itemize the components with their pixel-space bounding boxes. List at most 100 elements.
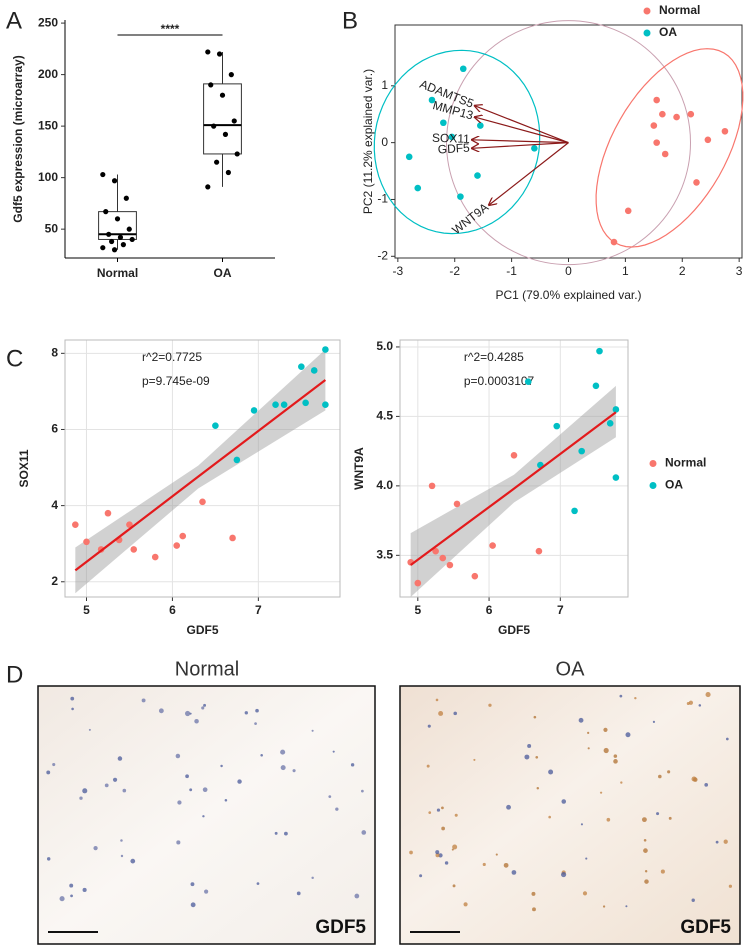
y-axis-label: PC2 (11.2% explained var.) <box>361 69 375 214</box>
cell-speck <box>284 831 288 836</box>
cell-speck <box>185 774 189 779</box>
cell-speck <box>620 781 623 784</box>
cell-speck <box>175 753 181 759</box>
cell-speck <box>578 717 584 723</box>
cell-speck <box>280 765 286 771</box>
data-point <box>117 234 124 240</box>
cell-speck <box>104 783 109 788</box>
data-point <box>104 509 112 517</box>
data-point <box>453 500 461 508</box>
loading-arrow <box>472 140 569 143</box>
cell-speck <box>619 694 623 698</box>
cell-speck <box>409 850 413 855</box>
cell-speck <box>224 798 228 802</box>
y-tick-label: 4.0 <box>376 478 393 492</box>
x-axis-label: GDF5 <box>186 623 218 637</box>
panel-letter: B <box>342 7 358 34</box>
cell-speck <box>335 807 339 811</box>
data-point <box>474 172 481 179</box>
y-tick-label: 100 <box>38 170 58 184</box>
x-tick-label: 1 <box>622 264 629 278</box>
data-point <box>624 207 632 215</box>
data-point <box>659 110 666 118</box>
cell-speck <box>52 762 56 767</box>
data-point <box>704 136 712 144</box>
data-point <box>673 113 680 121</box>
cell-speck <box>117 756 123 761</box>
cell-speck <box>658 774 662 779</box>
cell-speck <box>190 882 195 887</box>
cell-speck <box>585 857 588 860</box>
cell-speck <box>532 907 536 912</box>
chart-biplot: -2 -1 0 1 -3 -2 -1 0 1 2 3 PC1 (79.0% explained var… <box>361 3 744 302</box>
cell-speck <box>599 791 603 794</box>
cell-speck <box>237 779 242 784</box>
legend-label: OA <box>659 25 677 39</box>
histology-panel: Normal GDF5 <box>37 658 376 945</box>
cell-speck <box>177 800 182 805</box>
y-tick-label: 4.5 <box>376 409 393 423</box>
cell-speck <box>602 905 606 908</box>
cell-speck <box>441 826 445 831</box>
cell-speck <box>120 839 123 842</box>
data-point <box>428 482 436 490</box>
y-tick-label: 8 <box>51 345 58 359</box>
x-tick-label: 7 <box>557 603 564 617</box>
cell-speck <box>311 729 314 732</box>
cell-speck <box>361 789 364 793</box>
data-point <box>173 542 181 549</box>
data-point <box>106 231 112 237</box>
data-point <box>653 139 660 146</box>
panel-letter: D <box>6 661 23 688</box>
y-tick-label: 200 <box>38 67 58 81</box>
cell-speck <box>463 902 468 907</box>
data-point <box>322 401 329 409</box>
data-point <box>535 547 543 555</box>
cell-speck <box>202 787 208 793</box>
annotation: p=0.0003107 <box>464 374 535 388</box>
fit-line <box>74 379 327 572</box>
cell-speck <box>652 720 656 724</box>
annotation: r^2=0.7725 <box>142 350 202 364</box>
cell-speck <box>328 795 332 798</box>
cell-speck <box>634 696 637 700</box>
x-axis-label: PC1 (79.0% explained var.) <box>495 288 641 302</box>
cell-speck <box>130 858 136 864</box>
cell-speck <box>292 769 296 773</box>
data-point <box>432 547 439 555</box>
stain-label: GDF5 <box>680 917 731 938</box>
x-tick-label: OA <box>214 266 232 280</box>
cell-speck <box>190 902 196 908</box>
data-point <box>179 532 187 540</box>
cell-speck <box>452 884 456 888</box>
data-point <box>211 123 217 129</box>
data-point <box>114 216 121 222</box>
cell-speck <box>46 857 51 861</box>
x-tick-label: 5 <box>83 603 90 617</box>
group-ellipse <box>373 49 541 235</box>
y-tick-label: 6 <box>51 422 58 436</box>
cell-speck <box>71 707 74 711</box>
data-point <box>130 546 138 553</box>
data-point <box>310 367 318 374</box>
data-point <box>489 542 496 549</box>
y-tick-label: 5.0 <box>376 339 393 353</box>
data-point <box>199 498 206 506</box>
data-point <box>228 72 234 78</box>
data-point <box>72 521 79 528</box>
legend-label: Normal <box>659 3 700 17</box>
cell-speck <box>176 840 181 845</box>
cell-speck <box>70 696 75 701</box>
cell-speck <box>667 770 671 774</box>
cell-speck <box>691 898 695 902</box>
chart-scatter: 3.5 4.0 4.5 5.0 5 6 7 GDF5 WNT9A r^2=0.4285 p=0.00… <box>352 339 706 637</box>
y-tick-label: 150 <box>38 118 58 132</box>
x-tick-label: 2 <box>679 264 686 278</box>
data-point <box>126 521 133 528</box>
data-point <box>151 553 159 561</box>
data-point <box>592 382 600 390</box>
cell-speck <box>644 879 649 884</box>
x-tick-label: Normal <box>97 266 138 280</box>
cell-speck <box>725 737 729 741</box>
